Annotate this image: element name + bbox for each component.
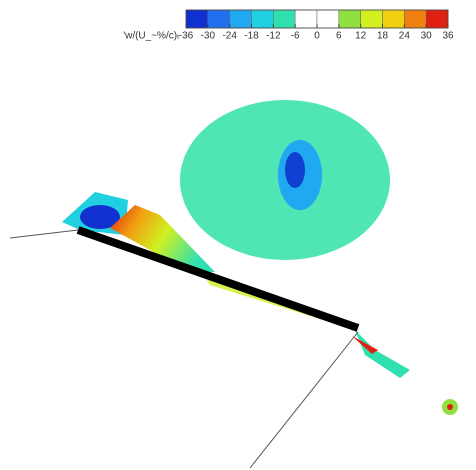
colorbar-tick-label: -24	[222, 31, 237, 42]
vortex-center	[285, 152, 305, 188]
colorbar-tick-label: -36	[179, 31, 194, 42]
colorbar-segment	[295, 10, 317, 28]
colorbar-segment	[208, 10, 230, 28]
colorbar-segment	[317, 10, 339, 28]
spot-core	[447, 404, 453, 410]
colorbar-segment	[426, 10, 448, 28]
colorbar-tick-label: 12	[355, 31, 367, 42]
colorbar-tick-label: 0	[314, 31, 320, 42]
colorbar-segment	[230, 10, 252, 28]
chart: 'w/(U_~%/c)ₜ -36 -30 -24 -18 -12 -6 0 6 12 18 24 30…	[0, 0, 476, 470]
colorbar-segment	[404, 10, 426, 28]
field	[62, 100, 458, 415]
colorbar-tick-label: -18	[244, 31, 259, 42]
colorbar-tick-label: 18	[377, 31, 389, 42]
colorbar-segment	[186, 10, 208, 28]
trail-region	[355, 330, 410, 378]
colorbar-label: 'w/(U_~%/c)ₜ	[123, 31, 180, 42]
colorbar-segment	[361, 10, 383, 28]
colorbar-tick-label: 30	[421, 31, 433, 42]
reference-line	[250, 332, 358, 468]
colorbar-tick-label: -30	[201, 31, 216, 42]
colorbar-segment	[252, 10, 274, 28]
colorbar-tick-label: -12	[266, 31, 281, 42]
reference-line	[10, 230, 78, 238]
colorbar-segment	[273, 10, 295, 28]
colorbar-tick-label: -6	[291, 31, 300, 42]
colorbar-tick-label: 36	[442, 31, 454, 42]
colorbar-segment	[383, 10, 405, 28]
colorbar-tick-label: 24	[399, 31, 411, 42]
colorbar-segment	[339, 10, 361, 28]
colorbar-tick-label: 6	[336, 31, 342, 42]
